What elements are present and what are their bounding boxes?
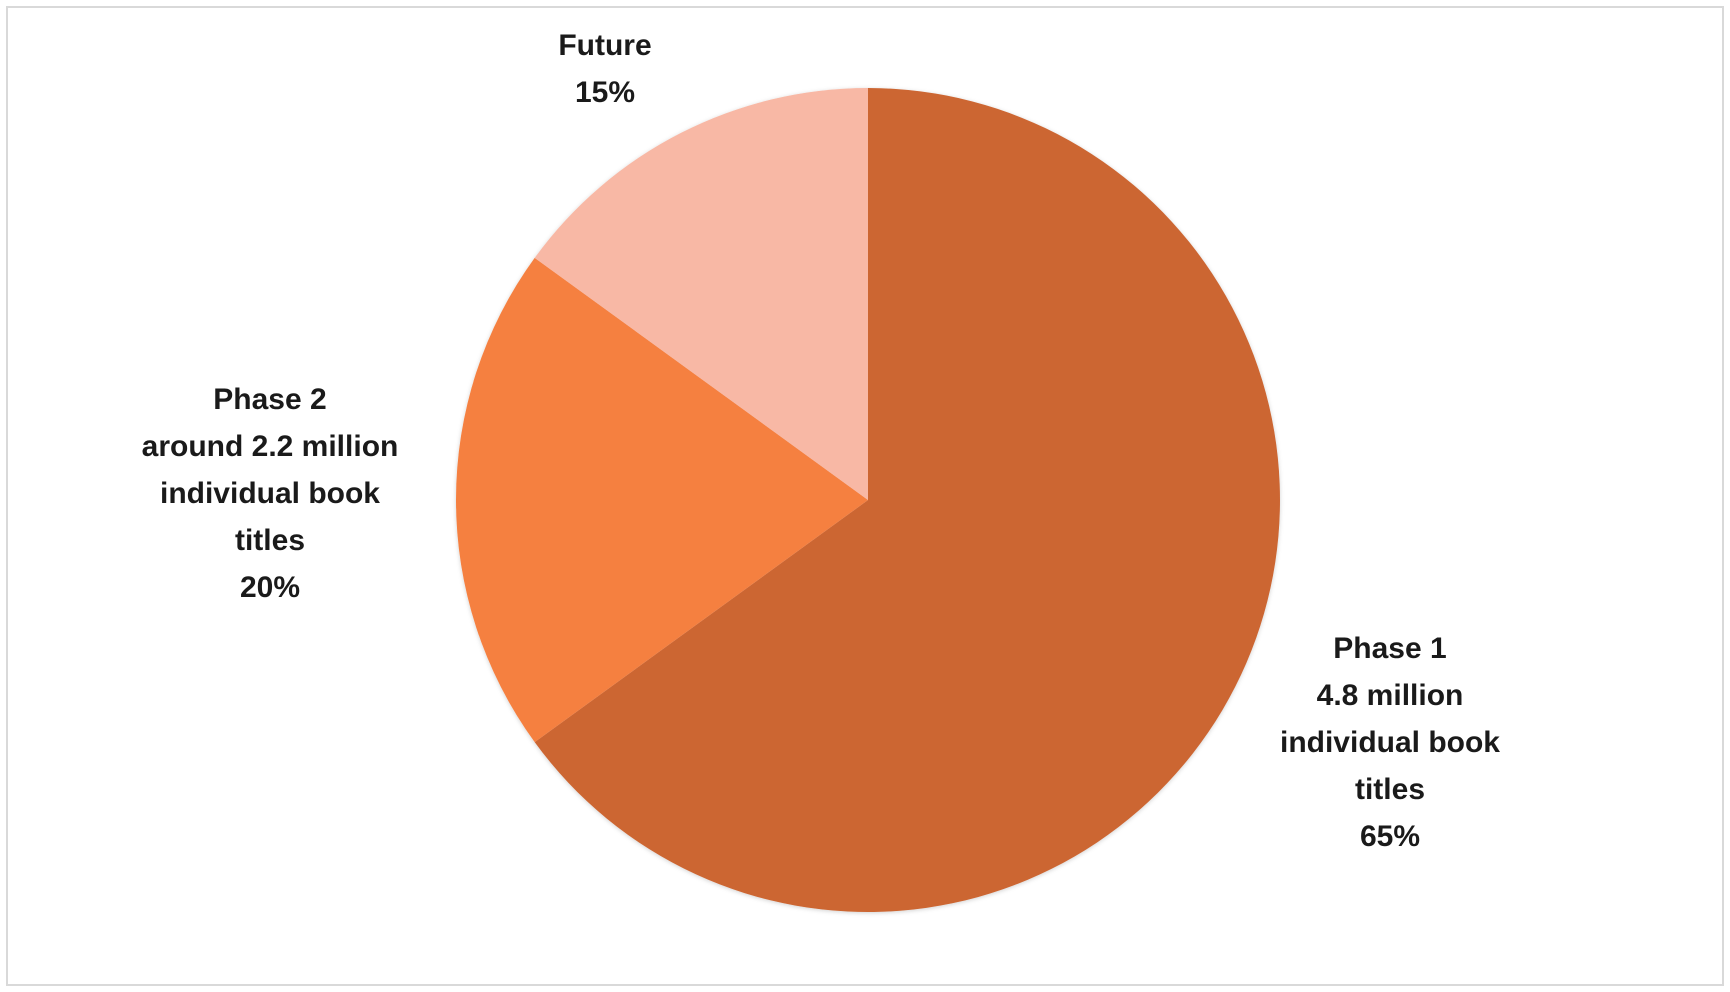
pie-slice-future bbox=[534, 88, 868, 500]
data-label-line: 20% bbox=[240, 571, 300, 604]
data-label-line: 15% bbox=[575, 76, 635, 109]
data-label-phase-2: Phase 2 around 2.2 million individual book… bbox=[142, 383, 399, 604]
pie-slice-phase-1 bbox=[534, 88, 1280, 913]
data-label-line: 65% bbox=[1360, 820, 1420, 853]
data-label-line: around 2.2 million bbox=[142, 430, 399, 463]
pie-slices bbox=[455, 88, 1280, 913]
data-label-line: Future bbox=[558, 29, 651, 62]
pie-labels: Phase 1 4.8 million individual book titles 6… bbox=[142, 29, 1501, 853]
data-label-line: individual book bbox=[1280, 726, 1500, 759]
data-label-line: titles bbox=[1355, 773, 1425, 806]
data-label-phase-1: Phase 1 4.8 million individual book titles 6… bbox=[1280, 632, 1500, 853]
data-label-future: Future 15% bbox=[558, 29, 651, 109]
pie-slice-phase-2 bbox=[455, 257, 868, 743]
data-label-line: Phase 2 bbox=[213, 383, 326, 416]
data-label-line: titles bbox=[235, 524, 305, 557]
data-label-line: Phase 1 bbox=[1333, 632, 1446, 665]
data-label-line: individual book bbox=[160, 477, 380, 510]
data-label-line: 4.8 million bbox=[1317, 679, 1464, 712]
